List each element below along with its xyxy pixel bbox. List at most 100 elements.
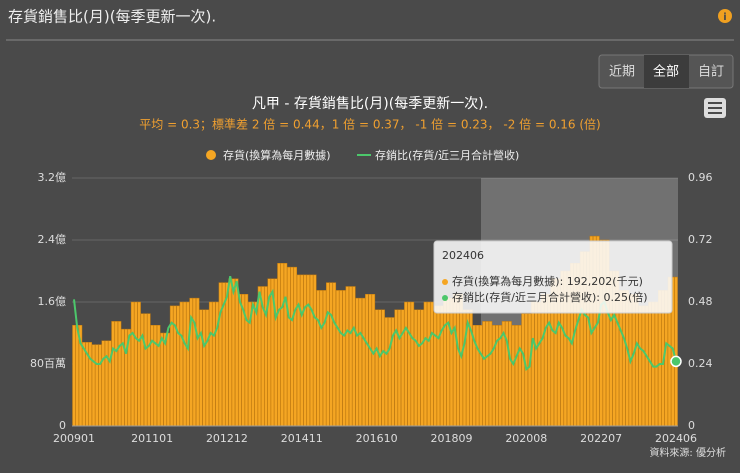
bar (98, 344, 102, 427)
bar (306, 274, 311, 427)
y2-tick-label: 0.48 (688, 295, 713, 308)
bar (423, 301, 428, 427)
bar (378, 309, 382, 427)
bar (361, 297, 366, 427)
bar (521, 313, 525, 427)
bar (404, 301, 408, 427)
bar (540, 294, 545, 427)
x-tick-label: 202207 (580, 432, 622, 445)
x-tick-label: 201411 (281, 432, 323, 445)
bar (329, 282, 333, 427)
bar (417, 309, 421, 427)
bar (91, 344, 96, 427)
bar (332, 282, 337, 427)
bar (631, 294, 636, 427)
bar (410, 301, 415, 427)
bar (205, 309, 210, 427)
bar (186, 301, 190, 427)
y-tick-label: 0 (59, 419, 66, 432)
hover-point (670, 355, 682, 368)
bar (160, 332, 164, 427)
bar (436, 305, 441, 427)
chart-title: 凡甲 - 存貨銷售比(月)(每季更新一次). (252, 95, 488, 112)
menu-icon[interactable] (704, 98, 726, 118)
bar (430, 301, 434, 427)
tooltip-box (433, 240, 673, 314)
bar (287, 266, 291, 427)
bar (296, 274, 301, 427)
bar (433, 305, 437, 427)
bar (674, 276, 678, 427)
tooltip: 202406 存貨(換算為每月數據): 192,202(千元) 存銷比(存貨/近三月… (433, 240, 673, 314)
bar (202, 309, 206, 427)
bar (456, 294, 460, 427)
x-tick-label: 202406 (655, 432, 697, 445)
bar (280, 263, 285, 427)
bar (342, 290, 346, 427)
button[interactable]: 自訂 (698, 64, 724, 80)
bar (319, 290, 324, 427)
bar (514, 325, 519, 427)
bar (111, 321, 115, 427)
bar (420, 309, 424, 427)
bar (488, 321, 493, 427)
bar (492, 325, 496, 427)
bar (277, 263, 281, 427)
button-active-bg (644, 55, 689, 88)
bar (251, 301, 255, 427)
bar (238, 294, 242, 427)
legend-label: 存銷比(存貨/近三月合計營收) (375, 148, 519, 162)
bar (300, 274, 304, 427)
bar (117, 321, 122, 427)
info-icon[interactable] (718, 9, 732, 23)
bar (303, 274, 307, 427)
y2-tick-label: 0 (688, 419, 695, 432)
bar (482, 321, 486, 427)
button[interactable]: 近期 (609, 65, 635, 80)
bar (374, 309, 379, 427)
bar (82, 342, 86, 427)
bar (195, 297, 200, 427)
bar (114, 321, 119, 427)
bar (182, 301, 187, 427)
bar (137, 301, 141, 427)
bar (498, 325, 503, 427)
bar (130, 301, 135, 427)
bar (462, 309, 467, 427)
bar (322, 290, 327, 427)
y2-tick-label: 0.24 (688, 357, 713, 370)
bar (508, 321, 512, 427)
bar (547, 294, 551, 427)
bar (290, 266, 294, 427)
button[interactable]: 全部 (653, 64, 679, 80)
bar (231, 278, 236, 427)
bar (400, 309, 405, 427)
bar (316, 290, 320, 427)
y-tick-label: 2.4億 (38, 233, 67, 246)
bar (527, 313, 532, 427)
bar (348, 286, 353, 427)
bar (147, 313, 151, 427)
bar (274, 278, 278, 427)
legend-label: 存貨(換算為每月數據) (223, 148, 331, 162)
bar (439, 305, 444, 427)
bar (134, 301, 138, 427)
bar (335, 290, 340, 427)
bar (199, 309, 203, 427)
bar (225, 282, 229, 427)
bar (326, 282, 330, 427)
bar (283, 263, 288, 427)
bar (208, 301, 213, 427)
bar (101, 340, 106, 427)
bar (635, 294, 639, 427)
bar (449, 297, 454, 427)
bar (479, 325, 483, 427)
bar (88, 342, 93, 427)
bar (443, 297, 447, 427)
source: 資料來源: 優分析 (649, 446, 726, 459)
line-series (73, 275, 677, 371)
page-title: 存貨銷售比(月)(每季更新一次). (8, 8, 216, 26)
bar (387, 317, 392, 427)
